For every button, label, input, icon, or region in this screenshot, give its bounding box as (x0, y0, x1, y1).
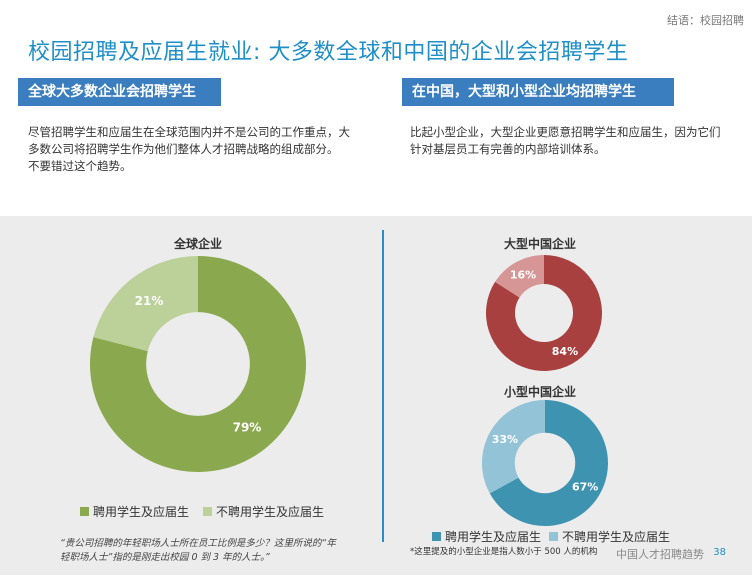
legend-item: 聘用学生及应届生 (432, 528, 541, 545)
section-text-global: 尽管招聘学生和应届生在全球范围内并不是公司的工作重点，大 多数公司将招聘学生作为… (28, 124, 373, 175)
legend-label: 不聘用学生及应届生 (216, 505, 325, 519)
donut-slice (489, 400, 608, 526)
section-text-china: 比起小型企业，大型企业更愿意招聘学生和应届生，因为它们 针对基层员工有完善的内部… (410, 124, 740, 158)
legend-item: 不聘用学生及应届生 (549, 528, 670, 545)
text-line: 比起小型企业，大型企业更愿意招聘学生和应届生，因为它们 (410, 125, 721, 139)
footnote-line: 轻职场人士”指的是刚走出校园 0 到 3 年的人士。” (60, 552, 270, 563)
text-line: 多数公司将招聘学生作为他们整体人才招聘战略的组成部分。 (28, 142, 339, 156)
legend-label: 聘用学生及应届生 (93, 505, 190, 519)
legend-swatch (549, 532, 559, 541)
legend-label: 聘用学生及应届生 (445, 530, 542, 544)
legend-swatch (203, 507, 213, 516)
section-heading-china: 在中国，大型和小型企业均招聘学生 (402, 78, 674, 106)
slice-value-label: 21% (135, 294, 164, 308)
donut-slice (93, 256, 198, 352)
donut-slice (482, 400, 545, 494)
footnote-left: “贵公司招聘的年轻职场人士所在员工比例是多少？这里所说的“年 轻职场人士”指的是… (60, 537, 380, 565)
chart-title-global: 全球企业 (173, 237, 222, 251)
legend-label: 不聘用学生及应届生 (562, 530, 671, 544)
chart-title-large-china: 大型中国企业 (503, 237, 576, 251)
chart-title-small-china: 小型中国企业 (503, 385, 576, 399)
page-number: 38 (713, 547, 726, 558)
donut-chart-large-china: 84% 16% (486, 255, 602, 371)
footer-title: 中国人才招聘趋势 (616, 548, 704, 561)
donut-chart-small-china: 67% 33% (482, 400, 608, 526)
slice-value-label: 33% (492, 433, 518, 446)
breadcrumb: 结语：校园招聘 (667, 14, 744, 27)
donut-slice (486, 255, 602, 371)
section-heading-global: 全球大多数企业会招聘学生 (18, 78, 221, 106)
donut-slice (89, 256, 306, 472)
footnote-line: “贵公司招聘的年轻职场人士所在员工比例是多少？这里所说的“年 (60, 538, 336, 549)
legend-swatch (80, 507, 89, 516)
slice-value-label: 16% (510, 269, 536, 282)
page-title: 校园招聘及应届生就业: 大多数全球和中国的企业会招聘学生 (28, 40, 629, 65)
legend-swatch (432, 532, 441, 541)
donut-chart-global: 79% 21% (89, 256, 306, 472)
legend-china: 聘用学生及应届生 不聘用学生及应届生 (432, 528, 684, 545)
slice-value-label: 67% (572, 481, 598, 494)
slice-value-label: 79% (233, 420, 262, 434)
donut-slice (495, 255, 544, 298)
text-line: 尽管招聘学生和应届生在全球范围内并不是公司的工作重点，大 (28, 125, 350, 139)
slice-value-label: 84% (552, 345, 578, 358)
legend-item: 不聘用学生及应届生 (203, 503, 324, 520)
legend-global: 聘用学生及应届生 不聘用学生及应届生 (80, 503, 338, 520)
legend-item: 聘用学生及应届生 (80, 503, 189, 520)
text-line: 不要错过这个趋势。 (28, 159, 132, 173)
footnote-right: *这里提及的小型企业是指人数小于 500 人的机构 (410, 547, 598, 557)
text-line: 针对基层员工有完善的内部培训体系。 (410, 142, 606, 156)
panel-divider (382, 230, 384, 542)
